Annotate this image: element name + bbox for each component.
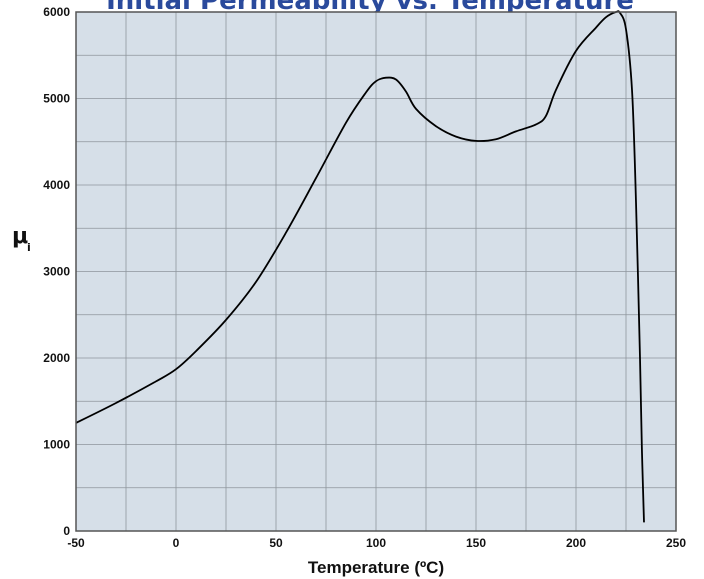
x-tick-label: 200 [566,536,586,550]
y-tick-label: 0 [63,524,70,538]
y-tick-label: 4000 [43,178,70,192]
plot-frame [75,11,677,532]
x-axis-ticks: -50 0 50 100 150 200 250 [67,536,686,550]
x-tick-label: 100 [366,536,386,550]
y-tick-label: 6000 [43,5,70,19]
y-axis-label-subscript: i [27,241,31,254]
x-axis-label: Temperature (ºC) [308,558,444,577]
x-tick-label: 250 [666,536,686,550]
x-tick-label: 0 [173,536,180,550]
x-tick-label: 50 [269,536,283,550]
y-tick-label: 3000 [43,265,70,279]
y-tick-label: 5000 [43,92,70,106]
y-tick-label: 2000 [43,351,70,365]
permeability-curve [75,10,645,523]
grid [76,12,676,531]
y-axis-ticks: 0 1000 2000 3000 4000 5000 6000 [43,5,70,538]
y-tick-label: 1000 [43,438,70,452]
x-tick-label: 150 [466,536,486,550]
x-tick-label: -50 [67,536,85,550]
y-axis-label: μ [12,224,28,249]
